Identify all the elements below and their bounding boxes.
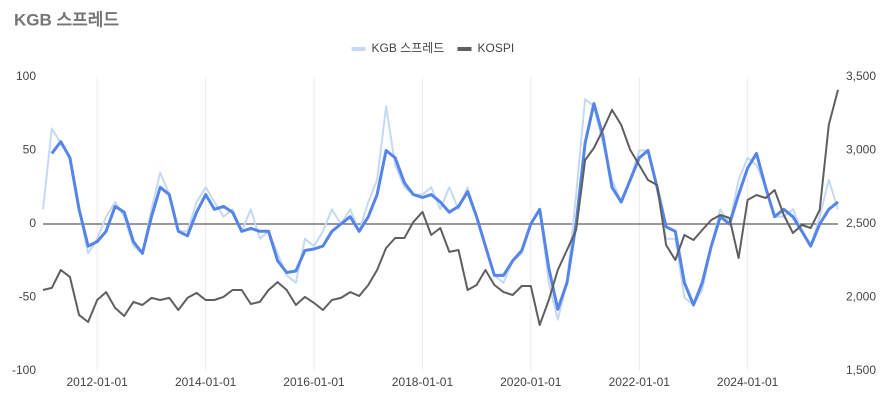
y-tick-label: 100 — [16, 69, 36, 83]
x-tick-label: 2012-01-01 — [66, 375, 128, 389]
legend-label: KGB 스프레드 — [372, 41, 445, 55]
y-tick-label: -50 — [19, 290, 37, 304]
y2-tick-label: 2,500 — [846, 216, 876, 230]
x-tick-label: 2020-01-01 — [500, 375, 562, 389]
x-tick-label: 2016-01-01 — [283, 375, 345, 389]
y-tick-label: -100 — [12, 363, 36, 377]
y2-tick-label: 3,000 — [846, 143, 876, 157]
y2-tick-label: 3,500 — [846, 69, 876, 83]
y2-tick-label: 2,000 — [846, 290, 876, 304]
chart-title: KGB 스프레드 — [14, 10, 119, 29]
x-tick-label: 2022-01-01 — [609, 375, 671, 389]
series-line — [50, 102, 839, 311]
series-line — [42, 89, 839, 326]
y-tick-label: 0 — [29, 216, 36, 230]
x-tick-label: 2024-01-01 — [717, 375, 779, 389]
y2-tick-label: 1,500 — [846, 363, 876, 377]
x-tick-label: 2014-01-01 — [175, 375, 237, 389]
y-tick-label: 50 — [23, 143, 37, 157]
legend-label: KOSPI — [478, 41, 515, 55]
x-tick-label: 2018-01-01 — [392, 375, 454, 389]
